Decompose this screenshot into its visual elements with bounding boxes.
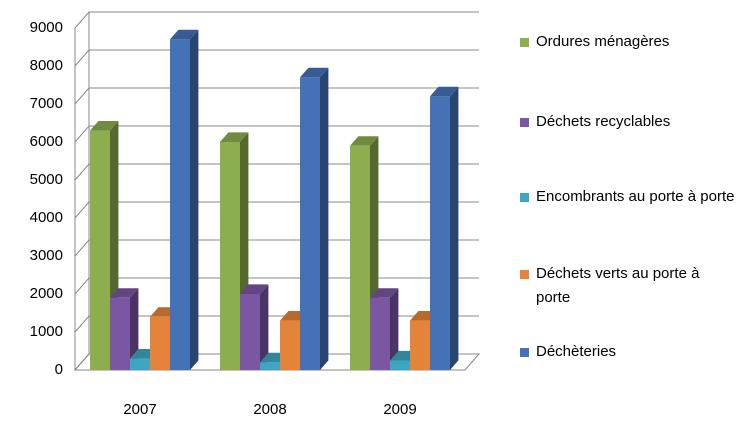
grid-line <box>74 49 479 67</box>
bar-top <box>220 132 249 142</box>
grid-line <box>74 163 479 181</box>
legend-label: Déchets verts au porte à porte <box>536 265 700 306</box>
grid-line <box>74 125 479 143</box>
y-tick-label: 2000 <box>30 285 63 302</box>
y-tick-label: 6000 <box>30 133 63 150</box>
bar-front <box>130 358 150 370</box>
bar-top <box>170 29 199 40</box>
legend-label: Déchèteries <box>536 343 617 360</box>
grid-line <box>74 239 479 257</box>
chart: 0 1000 2000 3000 4000 5000 6000 7000 8000 9000 200… <box>30 11 481 418</box>
grid-line <box>74 315 479 333</box>
bar-top <box>370 288 399 298</box>
grid-line <box>74 87 479 105</box>
bar-top <box>110 288 139 298</box>
bar-front <box>110 297 130 370</box>
legend-swatch <box>520 270 529 279</box>
bar-top <box>430 86 459 97</box>
bar-side <box>390 288 399 370</box>
bar-front <box>410 320 430 370</box>
bar <box>240 284 269 370</box>
bar-top <box>350 136 379 146</box>
bar-side <box>450 86 459 371</box>
grid-line <box>74 353 479 371</box>
y-tick-label: 7000 <box>30 95 63 112</box>
bar <box>370 288 399 370</box>
legend-swatch <box>520 348 529 357</box>
bar <box>300 67 329 371</box>
bar-front <box>390 360 410 370</box>
bar-front <box>370 297 390 370</box>
y-tick-label: 1000 <box>30 323 63 340</box>
bar-side <box>260 284 269 370</box>
legend-swatch <box>520 118 529 127</box>
bar-front <box>220 142 240 370</box>
x-tick-label: 2008 <box>253 401 286 418</box>
bar <box>170 29 199 371</box>
bar-front <box>150 316 170 370</box>
legend-label: Ordures ménagères <box>536 33 670 50</box>
bar <box>110 288 139 370</box>
bar-top <box>240 284 269 294</box>
bar-side <box>130 288 139 370</box>
bar <box>430 86 459 371</box>
grid-line <box>74 11 479 29</box>
y-tick-label: 8000 <box>30 57 63 74</box>
bar-front <box>170 39 190 371</box>
bar-front <box>350 145 370 370</box>
bar-front <box>430 96 450 371</box>
y-tick-label: 5000 <box>30 171 63 188</box>
bar-side <box>190 29 199 371</box>
x-tick-label: 2009 <box>383 401 416 418</box>
y-tick-label: 3000 <box>30 247 63 264</box>
legend-item: Encombrants au porte à porte <box>520 185 736 209</box>
y-tick-label: 0 <box>55 361 63 378</box>
grid-line <box>74 201 479 219</box>
y-tick-label: 9000 <box>30 19 63 36</box>
bar-front <box>240 294 260 370</box>
legend-label: Encombrants au porte à porte <box>536 188 735 205</box>
axis-wall <box>74 12 90 372</box>
bar-front <box>90 130 110 370</box>
bar-front <box>300 77 320 371</box>
bar-side <box>320 67 329 371</box>
bar-top <box>90 121 119 131</box>
y-tick-label: 4000 <box>30 209 63 226</box>
bar-front <box>280 320 300 370</box>
legend-item: Déchets verts au porte à porte <box>520 262 736 310</box>
bar-front <box>260 362 280 370</box>
legend-item: Ordures ménagères <box>520 30 736 54</box>
bar-top <box>300 67 329 78</box>
legend-item: Déchets recyclables <box>520 110 736 134</box>
x-tick-label: 2007 <box>123 401 156 418</box>
legend-swatch <box>520 193 529 202</box>
legend-item: Déchèteries <box>520 340 736 364</box>
legend-label: Déchets recyclables <box>536 113 671 130</box>
grid-line <box>74 277 479 295</box>
legend-swatch <box>520 38 529 47</box>
